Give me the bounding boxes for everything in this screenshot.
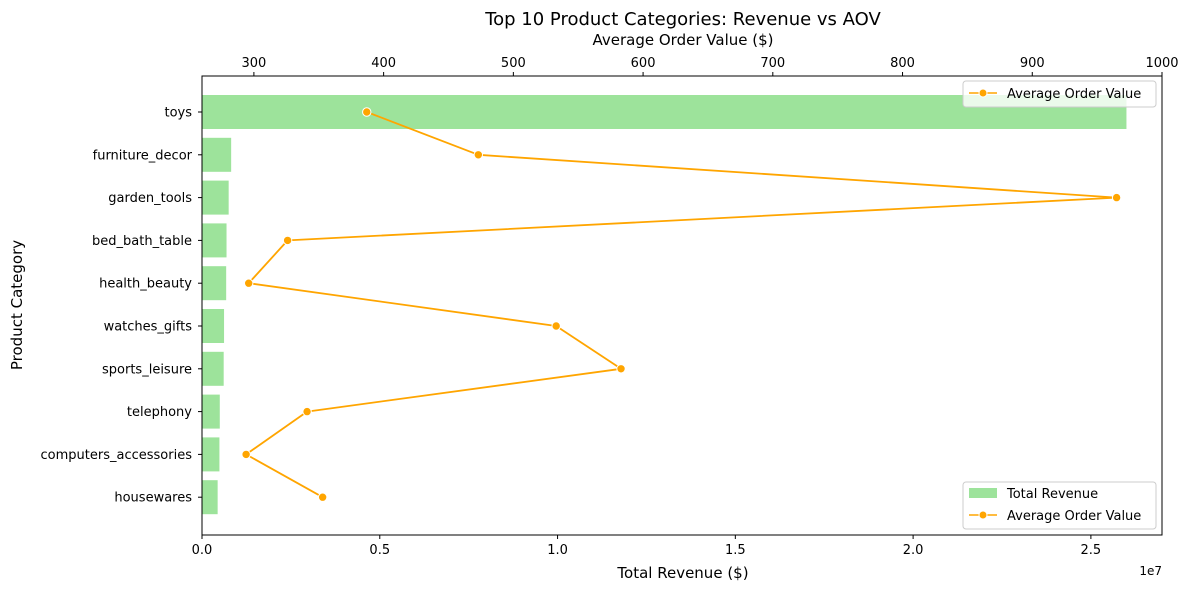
aov-point-bed_bath_table: [282, 235, 293, 246]
x2-tick-label: 300: [241, 56, 266, 71]
chart-title: Top 10 Product Categories: Revenue vs AO…: [484, 9, 881, 30]
y-tick-label-furniture_decor: furniture_decor: [93, 148, 193, 163]
bar-telephony: [202, 394, 220, 429]
x2-axis-label: Average Order Value ($): [593, 31, 774, 49]
y-tick-label-bed_bath_table: bed_bath_table: [92, 234, 192, 249]
x-axis-label: Total Revenue ($): [616, 564, 748, 582]
y-tick-label-housewares: housewares: [114, 491, 192, 506]
legend-lower-box: [962, 481, 1157, 530]
x-tick-label: 2.5: [1081, 543, 1102, 558]
bar-furniture_decor: [202, 137, 232, 172]
x2-tick-label: 1000: [1145, 56, 1178, 71]
x2-tick-label: 900: [1020, 56, 1045, 71]
aov-point-furniture_decor: [473, 150, 484, 160]
y-tick-label-garden_tools: garden_tools: [108, 191, 192, 206]
x-tick-label: 0.0: [192, 543, 213, 558]
y-tick-label-computers_accessories: computers_accessories: [41, 448, 193, 463]
y-tick-label-telephony: telephony: [127, 405, 192, 420]
x2-tick-label: 400: [371, 56, 396, 71]
legend-lower-label-aov: Average Order Value: [1007, 509, 1141, 524]
aov-point-sports_leisure: [616, 364, 626, 374]
bar-housewares: [202, 480, 218, 515]
aov-point-telephony: [302, 406, 312, 417]
bar-garden_tools: [202, 180, 229, 215]
legend-lower-label-revenue: Total Revenue: [1006, 487, 1098, 502]
revenue-bars: [202, 95, 1127, 515]
aov-point-watches_gifts: [551, 321, 561, 331]
legend-upper-box: [962, 80, 1157, 108]
legend-upper-label: Average Order Value: [1007, 87, 1141, 102]
category-labels: toys furniture_decor garden_tools bed_bath_…: [41, 106, 202, 506]
x2-tick-label: 800: [890, 56, 915, 71]
legend-lower-right: Total Revenue Average Order Value: [962, 481, 1157, 530]
bar-bed_bath_table: [202, 223, 227, 258]
aov-line: [241, 107, 1122, 502]
x-tick-label: 1.5: [725, 543, 746, 558]
legend-lower-bar-swatch: [969, 488, 997, 498]
aov-point-health_beauty: [244, 278, 254, 288]
plot-frame: [201, 75, 1163, 536]
x2-tick-label: 600: [631, 56, 656, 71]
aov-polyline: [245, 111, 1118, 498]
aov-point-garden_tools: [1111, 192, 1122, 203]
bar-computers_accessories: [202, 437, 220, 472]
x-tick-label: 1.0: [547, 543, 568, 558]
x2-axis-ticks: 300 400 500 600 700 800 900 1000: [241, 56, 1179, 76]
aov-point-housewares: [317, 492, 328, 502]
bar-sports_leisure: [202, 351, 224, 386]
x2-tick-label: 500: [501, 56, 526, 71]
x-tick-label: 2.0: [903, 543, 924, 558]
x-axis-ticks: 0.0 0.5 1.0 1.5 2.0 2.5: [192, 535, 1102, 558]
x-tick-label: 0.5: [369, 543, 390, 558]
bar-watches_gifts: [202, 309, 225, 343]
aov-point-computers_accessories: [241, 449, 251, 460]
x2-tick-label: 700: [760, 56, 785, 71]
bar-health_beauty: [202, 266, 227, 301]
x-offset-label: 1e7: [1139, 564, 1162, 578]
y-tick-label-watches_gifts: watches_gifts: [104, 320, 193, 335]
y-tick-label-health_beauty: health_beauty: [99, 277, 192, 292]
legend-lower-marker-swatch: [978, 510, 988, 520]
legend-upper-marker-swatch: [978, 88, 988, 98]
y-tick-label-sports_leisure: sports_leisure: [102, 362, 192, 377]
aov-point-toys: [362, 107, 372, 117]
y-axis-label: Product Category: [8, 240, 26, 370]
legend-upper-right: Average Order Value: [962, 80, 1157, 108]
y-tick-label-toys: toys: [164, 106, 192, 121]
